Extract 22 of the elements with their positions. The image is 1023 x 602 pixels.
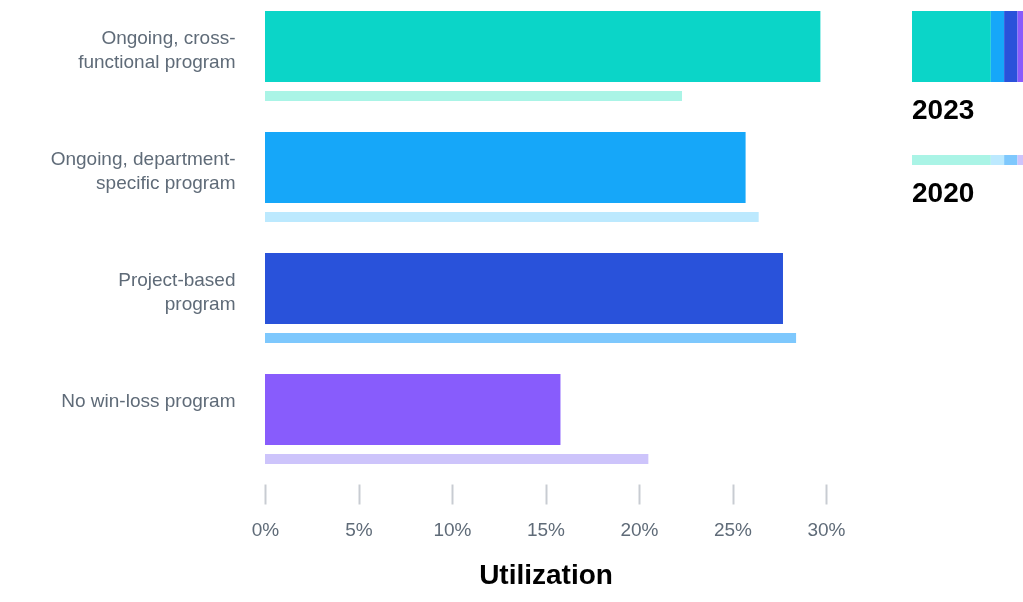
x-tick-label: 0% [251,518,280,540]
y-tick-label: Ongoing, cross- functional program [78,26,236,72]
x-tick-label: 5% [345,518,373,540]
bar [265,454,649,464]
y-tick-label: Project-based program [118,268,236,314]
bar [265,333,797,343]
bar [265,253,783,324]
text: 2023 [912,94,975,125]
x-tick-label: 20% [620,518,659,540]
y-tick-label: Ongoing, department- specific program [50,147,236,193]
x-tick-label: 10% [433,518,472,540]
x-tick-label: 15% [526,518,566,540]
y-tick-label: No win-loss program [61,389,236,411]
bar [265,132,746,203]
legend-label: 2020 [912,177,975,208]
bar [265,91,683,101]
bar [265,374,561,445]
bar [265,212,759,222]
bar [265,11,821,82]
x-axis-title: Utilization [479,558,613,590]
x-tick-label: 30% [807,518,846,540]
x-tick-label: 25% [713,518,753,540]
